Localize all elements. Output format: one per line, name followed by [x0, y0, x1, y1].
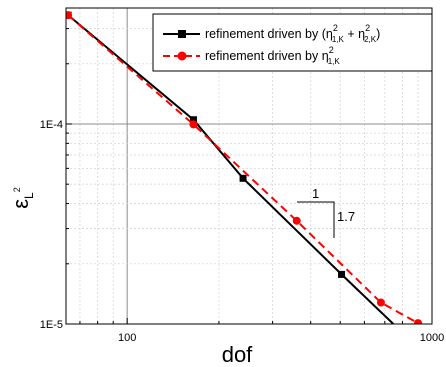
plot-area-frame: [65, 7, 433, 325]
x-tick-label: 100: [118, 332, 136, 344]
legend-1-plus: +: [344, 27, 358, 41]
series-2: [66, 11, 423, 324]
legend-label-1: refinement driven by (η2 1,K + η2 2,K): [205, 23, 380, 44]
legend-marker-1: [178, 30, 186, 38]
legend-1-sup-a: 2: [333, 23, 338, 33]
y-axis-title-sup: 2: [12, 187, 22, 192]
y-axis-title-main: ε: [8, 199, 33, 209]
series-1-point: [239, 174, 247, 182]
y-axis-title-sub: L: [22, 192, 36, 199]
legend-box: [152, 13, 433, 72]
x-tick-label: 1000: [420, 332, 444, 344]
series-2-point: [292, 216, 301, 225]
legend-2-sup: 2: [329, 45, 334, 55]
legend-1-sub-b: 2,K: [364, 35, 377, 44]
legend-1-eta-a: η: [326, 27, 333, 41]
legend-2-eta: η: [322, 49, 329, 63]
legend-1-sup-b: 2: [365, 23, 370, 33]
legend-marker-2: [177, 51, 187, 61]
legend-1-eta-b: η: [358, 27, 365, 41]
legend-entry-1: refinement driven by (η2 1,K + η2 2,K): [163, 23, 380, 44]
legend-1-suffix: ): [376, 27, 380, 41]
series-2-line: [67, 14, 419, 324]
axis-ticks: 100 1000 1E-5 1E-4: [40, 28, 444, 344]
slope-triangle: 1 1.7: [297, 186, 355, 238]
slope-rise-label: 1.7: [337, 209, 355, 224]
series-2-point: [376, 298, 385, 307]
x-axis-title: dof: [222, 342, 253, 367]
y-tick-label: 1E-5: [40, 319, 63, 331]
series-2-point: [189, 120, 198, 129]
legend-1-prefix: refinement driven by (: [205, 27, 327, 41]
series: [66, 11, 423, 324]
y-tick-label: 1E-4: [40, 119, 63, 131]
legend-label-2: refinement driven by η2 1,K: [205, 45, 340, 66]
legend-2-sub: 1,K: [328, 57, 341, 66]
slope-run-label: 1: [312, 186, 319, 201]
series-1-point: [189, 116, 197, 124]
legend-entry-2: refinement driven by η2 1,K: [163, 45, 340, 66]
series-1-point: [338, 270, 346, 278]
slope-triangle-shape: [297, 201, 335, 238]
legend-1-sub-a: 1,K: [332, 35, 345, 44]
series-2-point: [414, 319, 423, 324]
legend: refinement driven by (η2 1,K + η2 2,K) ref…: [152, 13, 433, 72]
y-axis-title: εL2: [8, 187, 36, 209]
series-2-point: [66, 11, 73, 20]
legend-2-prefix: refinement driven by: [205, 49, 322, 63]
